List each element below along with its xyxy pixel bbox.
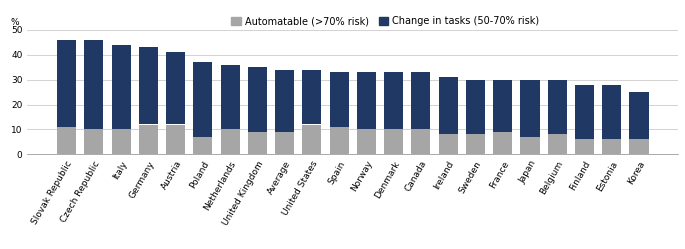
Bar xyxy=(193,137,212,154)
Bar xyxy=(493,132,512,154)
Bar xyxy=(84,40,103,129)
Legend: Automatable (>70% risk), Change in tasks (50-70% risk): Automatable (>70% risk), Change in tasks… xyxy=(227,12,543,30)
Bar xyxy=(548,80,566,134)
Bar xyxy=(630,92,649,139)
Bar xyxy=(139,124,158,154)
Bar xyxy=(275,132,294,154)
Bar xyxy=(602,139,621,154)
Bar xyxy=(438,77,458,134)
Bar xyxy=(575,85,594,139)
Bar xyxy=(57,127,76,154)
Bar xyxy=(548,134,566,154)
Bar xyxy=(438,134,458,154)
Bar xyxy=(521,137,540,154)
Bar xyxy=(384,129,403,154)
Bar xyxy=(412,72,430,129)
Bar xyxy=(166,52,185,124)
Bar xyxy=(57,40,76,127)
Bar xyxy=(466,134,485,154)
Bar xyxy=(357,72,376,129)
Bar xyxy=(357,129,376,154)
Bar xyxy=(329,72,349,127)
Bar xyxy=(466,80,485,134)
Bar xyxy=(575,139,594,154)
Bar xyxy=(302,124,321,154)
Bar xyxy=(302,70,321,124)
Bar xyxy=(248,67,267,132)
Bar xyxy=(84,129,103,154)
Bar xyxy=(630,139,649,154)
Bar xyxy=(275,70,294,132)
Bar xyxy=(248,132,267,154)
Bar xyxy=(166,124,185,154)
Bar xyxy=(221,129,240,154)
Bar xyxy=(193,62,212,137)
Bar xyxy=(602,85,621,139)
Bar xyxy=(412,129,430,154)
Bar xyxy=(112,129,131,154)
Bar xyxy=(221,65,240,129)
Bar xyxy=(493,80,512,132)
Bar xyxy=(329,127,349,154)
Bar xyxy=(521,80,540,137)
Bar xyxy=(112,45,131,129)
Y-axis label: %: % xyxy=(10,18,18,27)
Bar xyxy=(384,72,403,129)
Bar xyxy=(139,47,158,124)
